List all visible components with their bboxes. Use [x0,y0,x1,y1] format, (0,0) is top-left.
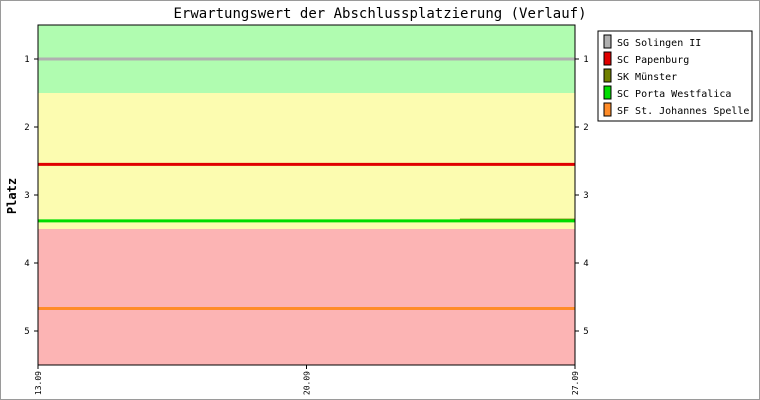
y-tick-label-left: 5 [24,327,29,337]
y-tick-label-right: 5 [583,327,588,337]
legend-label: SC Papenburg [617,55,689,66]
zones-layer [38,25,575,365]
y-axis: 1 1 2 2 3 3 4 4 5 5 [24,55,588,337]
y-tick-label-right: 3 [583,191,588,201]
y-tick-label-left: 1 [24,55,29,65]
y-tick-label-left: 4 [24,259,29,269]
legend-label: SG Solingen II [617,38,701,49]
legend-swatch [603,102,612,117]
zone-band-3 [38,229,575,365]
y-axis-label: Platz [5,178,19,214]
y-tick-label-left: 3 [24,191,29,201]
legend: SG Solingen II SC Papenburg SK Münster SC P… [597,30,753,122]
y-tick-label-right: 4 [583,259,588,269]
legend-label: SF St. Johannes Spelle [617,106,749,117]
x-tick-label: 27.09 [571,371,580,395]
zone-band-2 [38,93,575,229]
legend-swatch [603,34,612,49]
x-tick-label: 20.09 [303,371,312,395]
legend-box [597,30,753,122]
legend-swatch [603,51,612,66]
x-axis: 13.09 20.09 27.09 [34,365,580,395]
legend-label: SK Münster [617,72,677,83]
legend-label: SC Porta Westfalica [617,89,731,100]
legend-swatch [603,68,612,83]
legend-swatch [603,85,612,100]
chart-title: Erwartungswert der Abschlussplatzierung … [173,6,586,22]
y-tick-label-left: 2 [24,123,29,133]
y-tick-label-right: 1 [583,55,588,65]
x-tick-label: 13.09 [34,371,43,395]
y-tick-label-right: 2 [583,123,588,133]
series-layer [38,57,575,311]
